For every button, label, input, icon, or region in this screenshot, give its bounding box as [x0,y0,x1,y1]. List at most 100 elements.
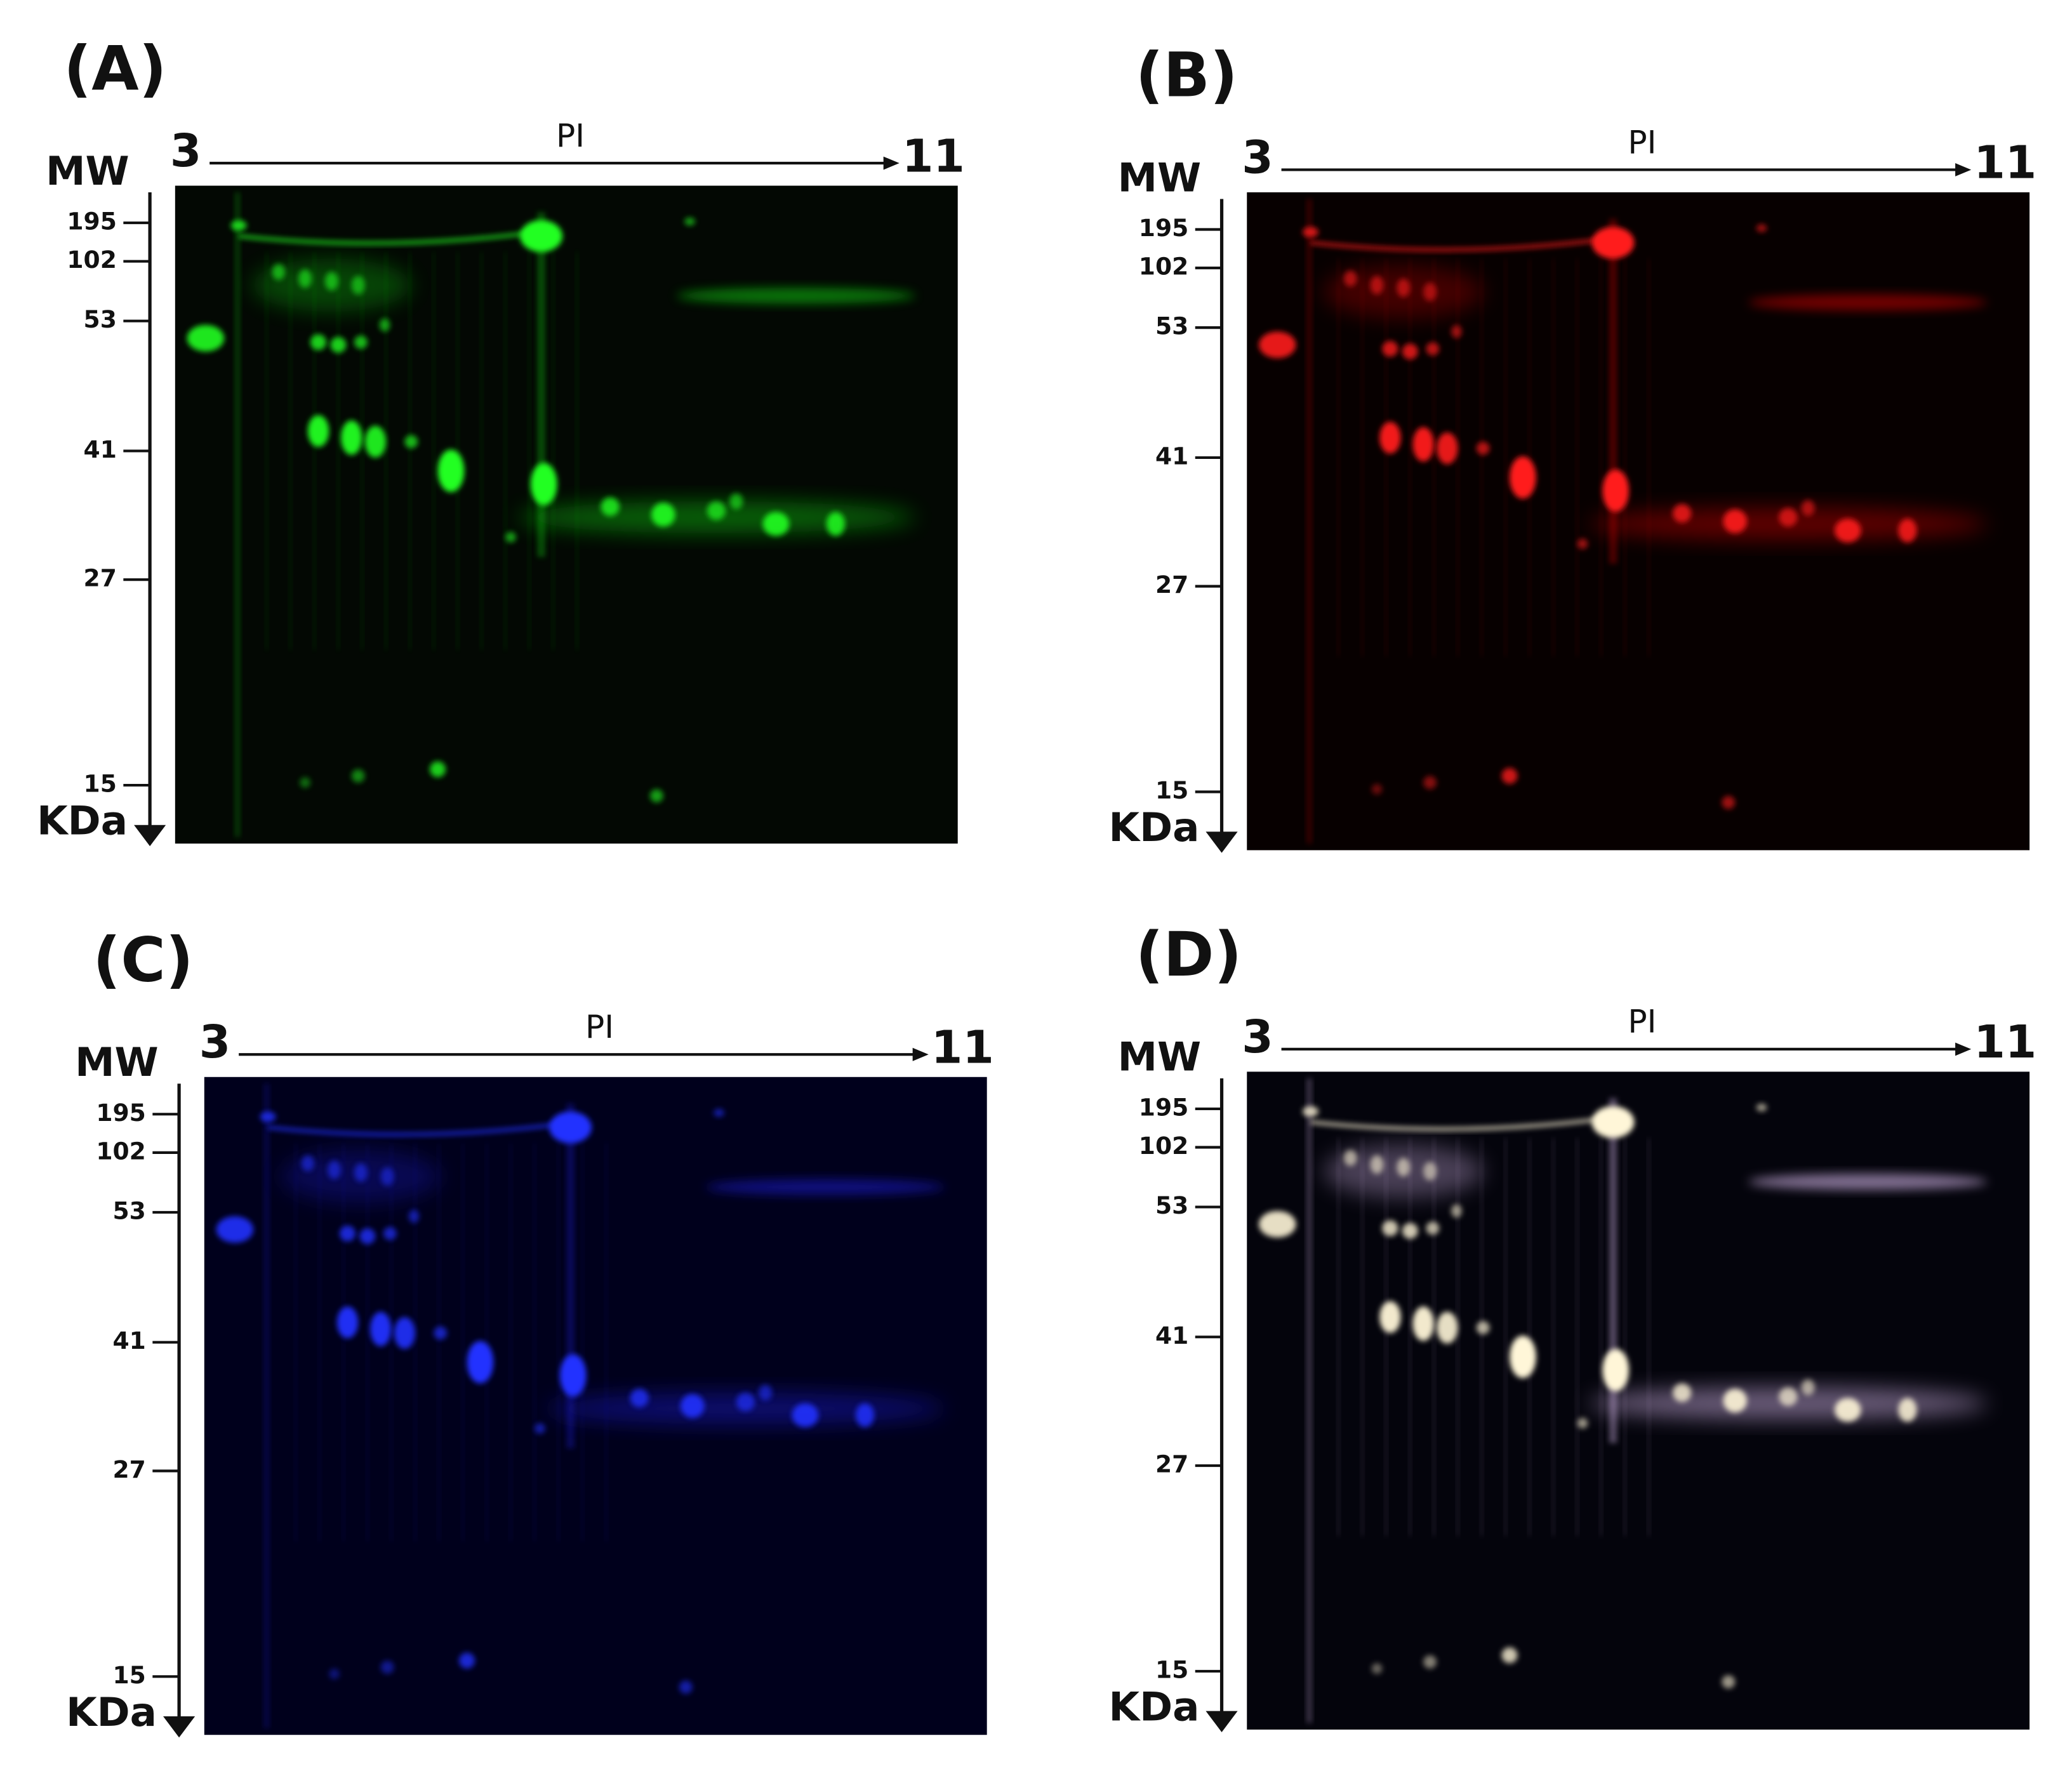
gel-spot [1259,1210,1296,1238]
gel-image [175,185,958,844]
gel-spot [649,789,663,803]
gel-spot [1779,508,1798,527]
gel-spot [601,497,620,516]
gel-streak [265,252,269,650]
gel-spot [383,1226,397,1240]
mw-tick-label: 41 [1155,1322,1188,1349]
gel-spot [1402,1223,1418,1239]
gel-spot [394,1316,416,1349]
gel-streak [313,252,316,650]
gel-streak [413,1143,417,1542]
pi-label: PI [1628,1003,1656,1040]
gel-streak [384,252,388,650]
gel-spot [1673,1383,1692,1402]
gel-streak [462,1143,465,1542]
gel-spot [1723,509,1748,534]
gel-spot [759,1384,773,1401]
pi-start: 3 [1242,131,1273,183]
gel-band [1310,1116,1610,1132]
gel-spot [467,1341,494,1384]
gel-band [238,230,538,246]
gel-spot [1451,324,1462,338]
gel-spot [339,1225,356,1242]
gel-streak [1609,218,1617,564]
gel-streak [566,1103,574,1448]
gel-streak [1360,258,1364,657]
gel-spot [301,1155,315,1172]
gel-spot [307,415,329,447]
gel-spot [1379,1301,1401,1334]
gel-spot [324,272,338,291]
gel-streak [1609,1098,1617,1443]
gel-streak [366,1143,369,1542]
gel-spot [679,1680,693,1694]
pi-arrowhead [883,156,900,170]
gel-streak [1385,258,1388,657]
mw-tick-label: 53 [113,1196,146,1224]
gel-streak [342,1143,345,1542]
mw-tick-label: 41 [1155,442,1188,470]
pi-label: PI [585,1008,614,1045]
gel-spot [707,501,726,520]
pi-start: 3 [1242,1011,1273,1063]
mw-tick-label: 102 [67,246,117,274]
gel-streak [1576,258,1579,657]
gel-spot [630,1388,649,1408]
gel-spot [1423,1655,1437,1669]
gel-spot [408,1209,420,1223]
unit-label: KDa [1109,804,1200,851]
pi-end: 11 [902,129,965,182]
pi-label: PI [1628,123,1656,161]
gel-spot [1898,1398,1917,1422]
gel-spot [1723,1388,1748,1413]
gel-spot [651,502,675,527]
gel-spot [336,1306,359,1339]
unit-label: KDa [37,798,128,844]
gel-spot [1779,1387,1798,1406]
gel-band [267,1121,567,1137]
pi-end: 11 [1974,1016,2036,1068]
gel-streak [432,252,435,650]
gel-streak [234,192,241,837]
mw-tick-label: 195 [1139,1093,1189,1121]
gel-streak [437,1143,441,1542]
mw-tick-label: 15 [84,770,117,798]
gel-spot [330,336,347,353]
gel-streak [1647,258,1650,657]
gel-spot [1591,227,1635,259]
gel-spot [1577,538,1588,550]
gel-image [1247,192,2030,851]
gel-streak [1432,1137,1435,1536]
panel-label: (D) [1136,919,1242,990]
mw-tick-label: 15 [1155,776,1188,804]
unit-label: KDa [66,1689,157,1735]
gel-streak [1600,1137,1603,1536]
gel-spot [1412,427,1434,462]
gel-spot [1370,275,1384,295]
gel-spot [520,220,563,253]
mw-tick-label: 53 [1155,1191,1188,1219]
gel-spot [559,1354,587,1397]
gel-spot [1501,1647,1518,1664]
mw-label: MW [1118,1034,1201,1080]
gel-spot [1509,456,1536,499]
gel-streak [1551,1137,1555,1536]
mw-tick-label: 102 [1139,1132,1189,1160]
gel-streak [1480,258,1484,657]
gel-spot [535,1423,545,1434]
mw-tick-label: 195 [1139,214,1189,242]
gel-spot [1382,1220,1398,1236]
gel-spot [826,512,846,536]
gel-spot [1476,1321,1490,1335]
gel-streak [1337,1137,1340,1536]
gel-streak [504,252,507,650]
gel-spot [1379,421,1401,454]
gel-spot [1423,776,1437,790]
gel-spot [328,1160,342,1179]
gel-spot [354,335,368,349]
gel-band [1748,1174,1988,1190]
panel: (C)3 11 PI MW KDa 195 102 53 41 27 15 [66,925,994,1738]
gel-spot [1602,469,1630,512]
gel-spot [1756,1103,1767,1112]
gel-spot [1476,441,1490,455]
